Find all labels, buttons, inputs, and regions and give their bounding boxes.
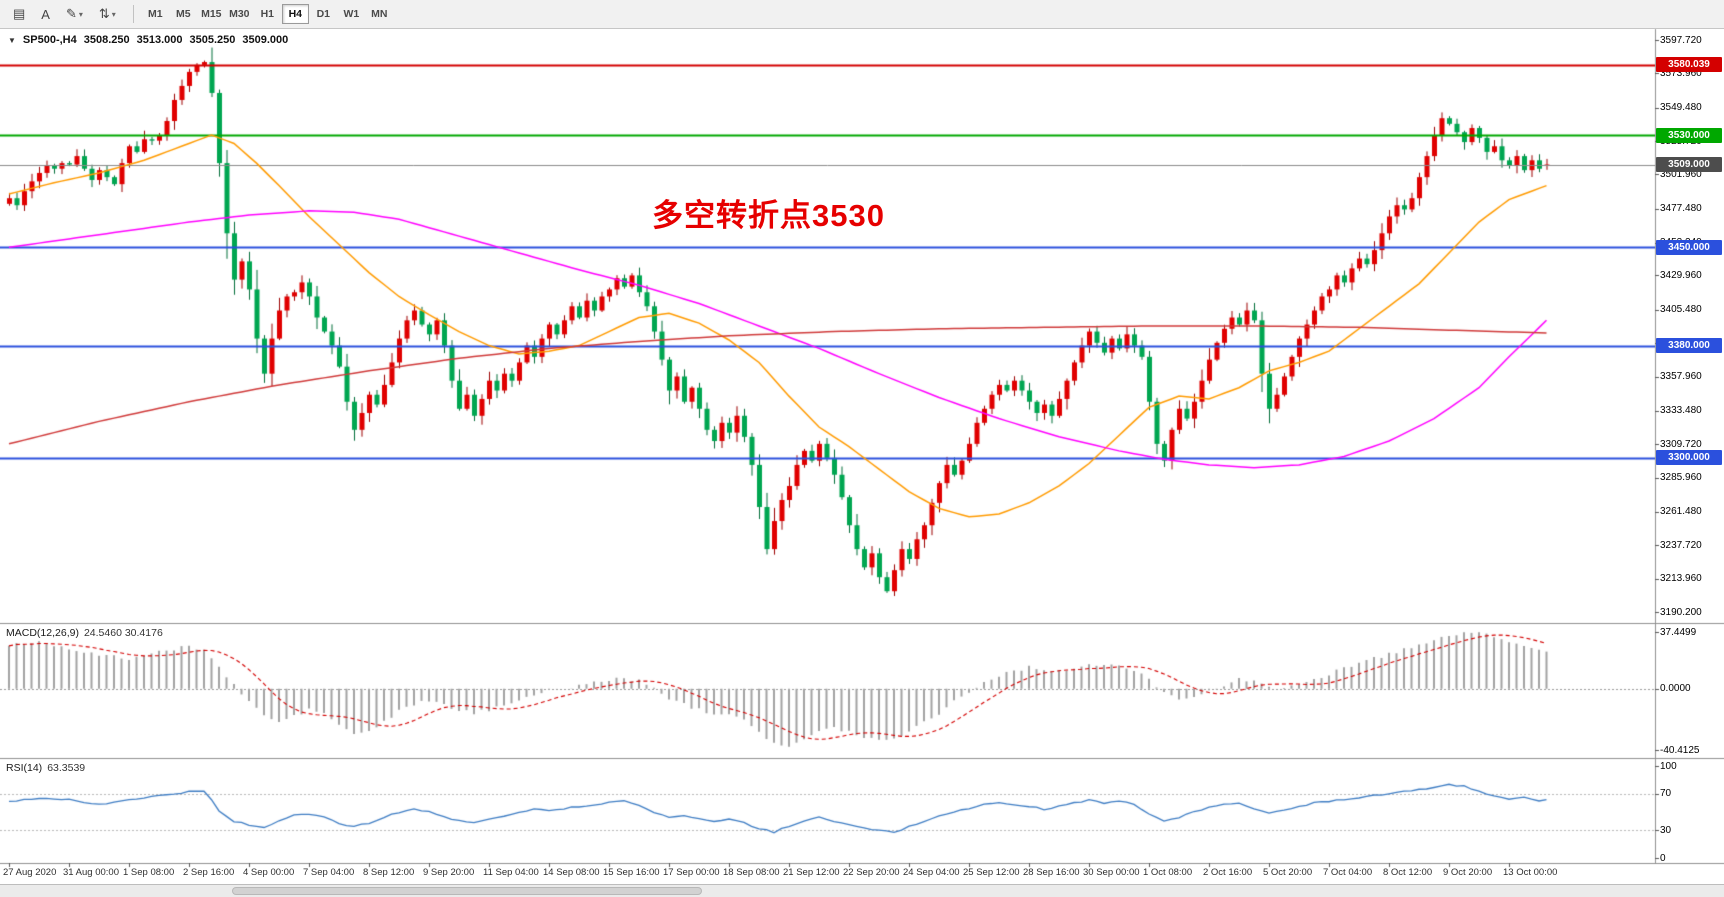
time-axis-label: 2 Oct 16:00	[1203, 867, 1253, 878]
time-axis-label: 13 Oct 00:00	[1503, 867, 1558, 878]
timeframe-button-W1[interactable]: W1	[343, 8, 360, 20]
price-axis-tick-label: 3190.200	[1660, 607, 1702, 618]
macd-name: MACD(12,26,9)	[6, 627, 79, 639]
price-axis-tick-label: 3333.480	[1660, 405, 1702, 416]
ohlc-close-value: 3509.000	[242, 34, 289, 46]
toolbar-separator	[132, 5, 134, 23]
time-axis-label: 1 Sep 08:00	[123, 867, 175, 878]
timeframe-button-MN[interactable]: MN	[371, 8, 388, 20]
time-axis-label: 28 Sep 16:00	[1023, 867, 1080, 878]
price-axis-tick-label: 3285.960	[1660, 472, 1702, 483]
time-axis-label: 4 Sep 00:00	[243, 867, 295, 878]
macd-values: 24.5460 30.4176	[83, 627, 163, 639]
macd-axis-label: 0.0000	[1660, 683, 1691, 694]
rsi-axis-label: 100	[1660, 761, 1677, 772]
chart-layout-icon[interactable]: ▤	[13, 6, 26, 21]
price-level-badge-3380.000: 3380.000	[1656, 338, 1722, 353]
time-axis-label: 15 Sep 16:00	[603, 867, 660, 878]
price-axis-tick-label: 3597.720	[1660, 35, 1702, 46]
price-level-badge-3450.000: 3450.000	[1656, 240, 1722, 255]
time-axis-label: 5 Oct 20:00	[1263, 867, 1313, 878]
symbol-marker-icon[interactable]: ▼	[8, 35, 16, 45]
time-axis-label: 7 Oct 04:00	[1323, 867, 1373, 878]
time-axis-label: 27 Aug 2020	[3, 867, 57, 878]
ohlc-open-value: 3508.250	[83, 34, 130, 46]
macd-axis-label: 37.4499	[1660, 627, 1697, 638]
time-axis-label: 22 Sep 20:00	[843, 867, 900, 878]
time-axis-label: 30 Sep 00:00	[1083, 867, 1140, 878]
price-level-badge-3300.000: 3300.000	[1656, 450, 1722, 465]
top-toolbar: ▤ A ✎ ▾ ⇅ ▾ M1 M5 M15 M30 H1 H4 D1 W1 MN	[0, 0, 1724, 29]
ohlc-low-value: 3505.250	[189, 34, 236, 46]
chart-symbol-label: SP500-,H4	[22, 34, 77, 46]
timeframe-button-M30[interactable]: M30	[229, 8, 250, 20]
price-level-badge-3580.039: 3580.039	[1656, 57, 1722, 72]
price-axis-tick-label: 3501.960	[1660, 169, 1702, 180]
price-axis-tick-label: 3477.480	[1660, 203, 1702, 214]
rsi-axis-label: 30	[1660, 825, 1672, 836]
toolbar-icon-group: ▤ A ✎ ▾ ⇅ ▾	[6, 3, 125, 25]
time-axis-label: 8 Oct 12:00	[1383, 867, 1433, 878]
chart-annotation-text: 多空转折点3530	[652, 198, 885, 233]
dropdown-caret-icon[interactable]: ▾	[111, 9, 116, 19]
time-axis-label: 18 Sep 08:00	[723, 867, 780, 878]
time-axis-label: 11 Sep 04:00	[483, 867, 539, 878]
arrange-tool-icon[interactable]: ⇅ ▾	[98, 6, 116, 21]
price-axis-tick-label: 3261.480	[1660, 506, 1702, 517]
draw-tool-icon[interactable]: ✎ ▾	[65, 6, 83, 21]
timeframe-switcher: M1 M5 M15 M30 H1 H4 D1 W1 MN	[142, 4, 394, 24]
rsi-name: RSI(14)	[6, 762, 43, 774]
horizontal-scrollbar[interactable]	[0, 884, 1724, 897]
time-axis-label: 17 Sep 00:00	[663, 867, 720, 878]
rsi-axis-label: 0	[1660, 853, 1666, 864]
time-axis-label: 2 Sep 16:00	[183, 867, 235, 878]
time-axis-label: 24 Sep 04:00	[903, 867, 960, 878]
time-axis-label: 1 Oct 08:00	[1143, 867, 1193, 878]
price-axis-tick-label: 3357.960	[1660, 371, 1702, 382]
time-axis-label: 14 Sep 08:00	[543, 867, 600, 878]
rsi-indicator-label: RSI(14) 63.3539	[6, 762, 85, 774]
time-axis-label: 31 Aug 00:00	[63, 867, 119, 878]
time-axis-label: 21 Sep 12:00	[783, 867, 840, 878]
text-tool-icon[interactable]: A	[41, 6, 50, 22]
time-axis-label: 8 Sep 12:00	[363, 867, 415, 878]
price-axis-tick-label: 3213.960	[1660, 573, 1702, 584]
scrollbar-thumb[interactable]	[232, 887, 702, 895]
timeframe-button-D1[interactable]: D1	[316, 8, 331, 20]
time-axis-label: 9 Oct 20:00	[1443, 867, 1493, 878]
price-axis-tick-label: 3429.960	[1660, 270, 1702, 281]
time-axis-label: 9 Sep 20:00	[423, 867, 475, 878]
timeframe-button-M1[interactable]: M1	[148, 8, 163, 20]
price-axis-tick-label: 3573.960	[1660, 68, 1702, 79]
rsi-axis-label: 70	[1660, 788, 1672, 799]
macd-axis-label: -40.4125	[1660, 745, 1700, 756]
timeframe-button-M15[interactable]: M15	[201, 8, 222, 20]
price-axis-tick-label: 3309.720	[1660, 439, 1702, 450]
ohlc-high-value: 3513.000	[136, 34, 183, 46]
price-axis-tick-label: 3405.480	[1660, 304, 1702, 315]
timeframe-button-H1[interactable]: H1	[260, 8, 275, 20]
time-axis-label: 25 Sep 12:00	[963, 867, 1020, 878]
timeframe-button-H4[interactable]: H4	[281, 4, 309, 24]
price-axis-tick-label: 3549.480	[1660, 102, 1702, 113]
rsi-values: 63.3539	[47, 762, 86, 774]
price-level-badge-3530.000: 3530.000	[1656, 128, 1722, 143]
timeframe-button-M5[interactable]: M5	[176, 8, 191, 20]
dropdown-caret-icon[interactable]: ▾	[78, 9, 83, 19]
macd-indicator-label: MACD(12,26,9) 24.5460 30.4176	[6, 627, 163, 639]
price-axis-tick-label: 3237.720	[1660, 540, 1702, 551]
price-level-badge-3509.000: 3509.000	[1656, 157, 1722, 172]
chart-ohlc-header: ▼ SP500-,H4 3508.250 3513.000 3505.250 3…	[8, 34, 288, 46]
time-axis-label: 7 Sep 04:00	[303, 867, 355, 878]
